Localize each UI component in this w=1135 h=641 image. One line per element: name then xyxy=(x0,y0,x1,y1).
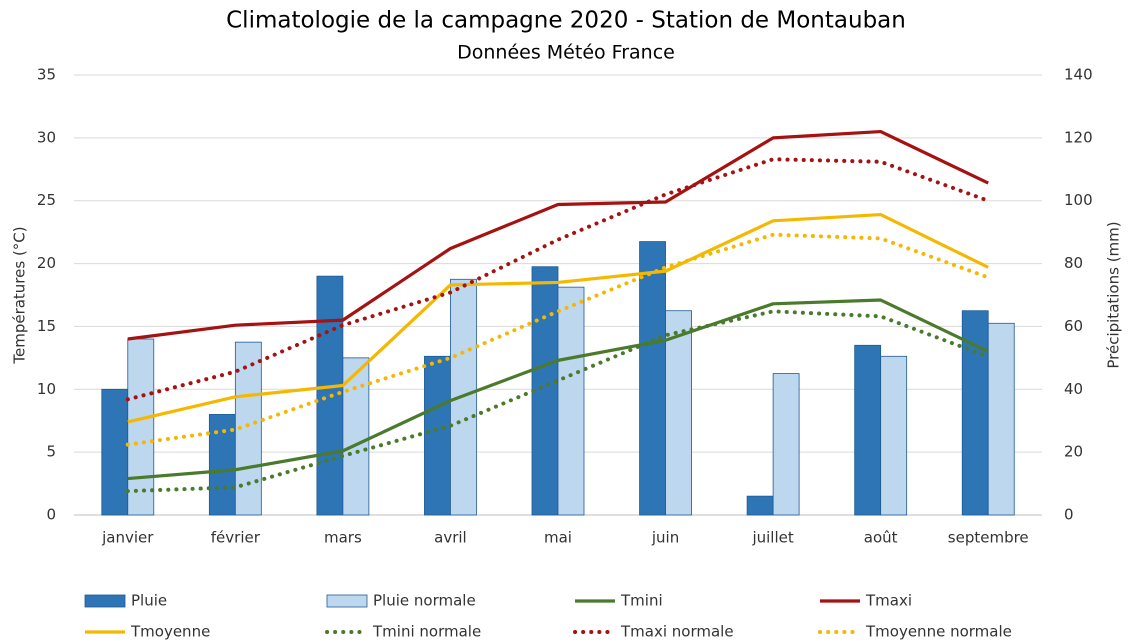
x-tick-label: septembre xyxy=(948,529,1029,547)
x-tick-label: janvier xyxy=(101,529,154,547)
y2-tick-label: 0 xyxy=(1064,506,1074,524)
bar xyxy=(101,388,129,516)
x-tick-label: août xyxy=(864,529,898,547)
x-tick-label: mars xyxy=(324,529,362,547)
bar xyxy=(854,344,882,516)
x-tick-label: juillet xyxy=(751,529,793,547)
x-tick-label: février xyxy=(211,529,261,547)
bar xyxy=(746,495,774,516)
legend-label: Tmoyenne xyxy=(130,623,210,641)
chart-subtitle: Données Météo France xyxy=(457,42,675,64)
y-tick-label: 5 xyxy=(46,443,56,461)
y-tick-label: 15 xyxy=(37,317,56,335)
x-tick-label: mai xyxy=(544,529,572,547)
y-tick-label: 35 xyxy=(37,66,56,84)
y2-tick-label: 120 xyxy=(1064,128,1093,146)
y-tick-label: 30 xyxy=(37,128,56,146)
line-series xyxy=(125,157,991,402)
bar xyxy=(880,355,908,516)
line-series xyxy=(127,129,989,341)
legend-marker xyxy=(326,594,368,608)
y2-tick-label: 80 xyxy=(1064,254,1083,272)
legend-label: Pluie xyxy=(131,592,167,610)
bar xyxy=(639,241,666,516)
y2-tick-label: 20 xyxy=(1064,443,1083,461)
line-series xyxy=(125,309,991,494)
bar xyxy=(424,355,451,516)
chart-title: Climatologie de la campagne 2020 - Stati… xyxy=(226,8,906,34)
bar xyxy=(772,373,800,516)
bar xyxy=(557,286,585,516)
legend-label: Tmaxi normale xyxy=(620,623,734,641)
y2-tick-label: 140 xyxy=(1064,66,1093,84)
legend-marker xyxy=(84,594,126,608)
y2-tick-label: 60 xyxy=(1064,317,1083,335)
y-tick-label: 10 xyxy=(37,380,56,398)
x-tick-label: avril xyxy=(434,529,467,547)
bar xyxy=(531,266,559,516)
y-tick-label: 25 xyxy=(37,191,56,209)
y-tick-label: 20 xyxy=(37,254,56,272)
legend-label: Pluie normale xyxy=(373,592,476,610)
line-series xyxy=(127,212,989,424)
y2-tick-label: 40 xyxy=(1064,380,1083,398)
x-tick-label: juin xyxy=(651,529,679,547)
y2-axis-label: Précipitations (mm) xyxy=(1105,221,1123,368)
bar xyxy=(342,357,370,516)
bar xyxy=(127,338,155,516)
legend-label: Tmini normale xyxy=(372,623,481,641)
y-axis-label: Températures (°C) xyxy=(11,226,29,364)
y-tick-label: 0 xyxy=(46,506,56,524)
legend-label: Tmaxi xyxy=(865,592,912,610)
legend-label: Tmoyenne normale xyxy=(865,623,1012,641)
line-series xyxy=(127,298,989,481)
bar xyxy=(987,322,1015,516)
line-series xyxy=(125,232,991,447)
legend-label: Tmini xyxy=(620,592,663,610)
bar xyxy=(665,310,692,516)
y2-tick-label: 100 xyxy=(1064,191,1093,209)
